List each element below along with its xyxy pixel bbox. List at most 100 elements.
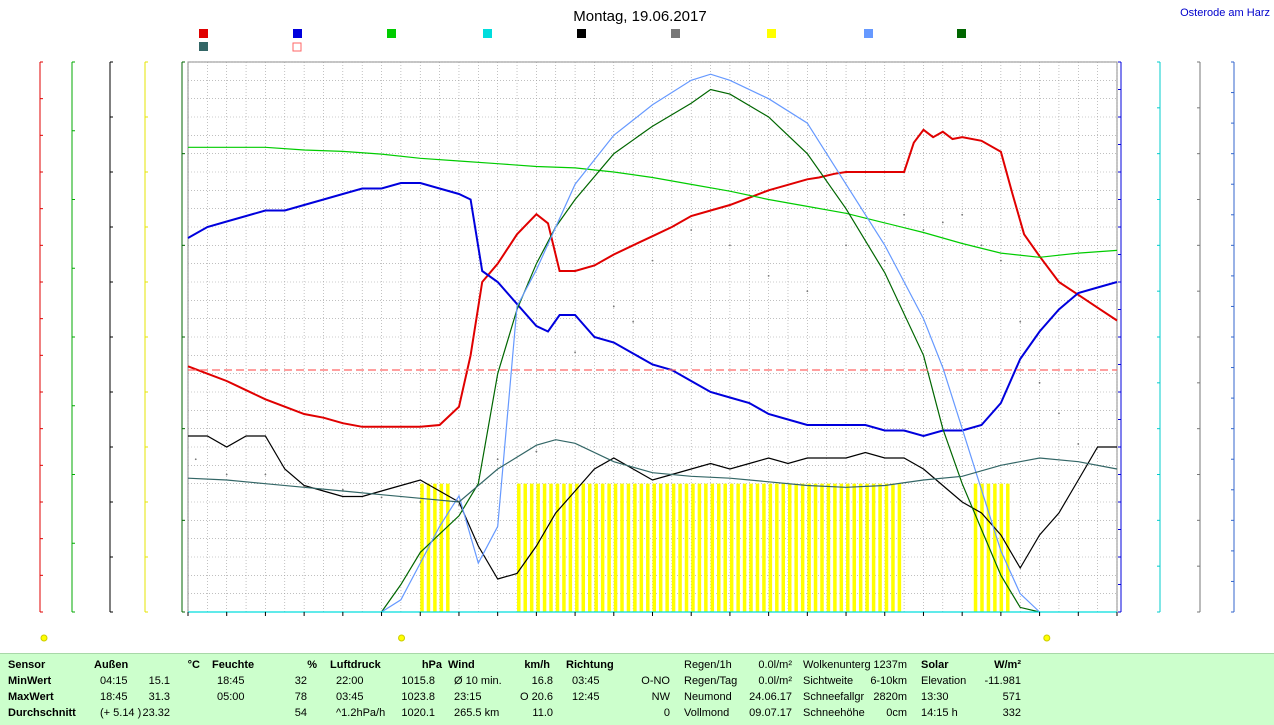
richtung-point	[941, 221, 944, 224]
richtung-point	[883, 259, 886, 262]
sunshine-bar	[536, 483, 540, 612]
sunshine-bar	[562, 483, 566, 612]
table-cell-solar: 13:30	[921, 691, 949, 703]
chart-title: Montag, 19.06.2017	[573, 8, 706, 25]
table-cell-solar: -11.981	[984, 675, 1022, 687]
sunshine-bar	[781, 483, 786, 612]
legend-swatch	[387, 29, 396, 38]
sunshine-bar	[697, 483, 702, 612]
sunshine-bar	[581, 483, 586, 612]
sunshine-bar	[839, 483, 844, 612]
table-cell-regen: 0.0l/m²	[758, 675, 792, 687]
table-cell-regen: 24.06.17	[749, 691, 792, 703]
richtung-point	[535, 450, 538, 453]
sunshine-bar	[742, 483, 747, 612]
sunshine-bar	[787, 483, 792, 612]
sunshine-bar	[768, 483, 773, 612]
legend	[199, 29, 966, 52]
table-cell-richtung: 12:45	[572, 691, 600, 703]
richtung-point	[574, 351, 576, 354]
sunshine-bar	[820, 483, 824, 612]
table-cell-wolken: 6-10km	[870, 675, 907, 687]
sunshine-bar	[891, 483, 895, 612]
table-header: Luftdruck	[330, 659, 381, 671]
table-header: hPa	[421, 659, 442, 671]
table-cell-wolken: 0cm	[886, 707, 907, 719]
richtung-point	[806, 290, 809, 293]
x-axis	[40, 612, 1118, 642]
richtung-point	[225, 473, 228, 476]
axes	[39, 61, 1235, 613]
sunshine-bar	[980, 483, 984, 612]
sunshine-bar	[646, 483, 650, 612]
legend-swatch	[767, 29, 776, 38]
sunshine-bar	[852, 483, 856, 612]
richtung-point	[1058, 412, 1060, 415]
table-row-label: MaxWert	[8, 691, 54, 703]
richtung-point	[194, 458, 197, 461]
sunshine-bar	[710, 483, 715, 612]
table-cell-aussen: 31.3	[148, 691, 170, 703]
table-cell-luftdruck: 03:45	[336, 691, 364, 703]
table-cell-feuchte: 18:45	[217, 675, 245, 687]
legend-swatch	[864, 29, 873, 38]
sun-icon	[398, 634, 406, 642]
table-header: °C	[187, 659, 200, 671]
sunshine-bar	[878, 483, 882, 612]
richtung-point	[767, 274, 770, 277]
sunshine-bar	[594, 483, 598, 612]
sunshine-bar	[542, 483, 547, 612]
richtung-point	[980, 244, 983, 247]
legend-swatch	[671, 29, 680, 38]
sunshine-bar	[800, 483, 805, 612]
table-cell-aussen: (+ 5.14 )	[100, 707, 142, 719]
table-cell-wolken: Schneefallgr	[803, 691, 865, 703]
sunshine-bar	[833, 483, 837, 612]
legend-swatch	[957, 29, 966, 38]
table-cell-feuchte: 54	[294, 707, 307, 719]
sunshine-bar	[529, 483, 534, 612]
table-cell-wind: O 20.6	[519, 691, 553, 703]
table-cell-wolken: Wolkenunterg	[803, 659, 871, 671]
richtung-point	[1038, 381, 1041, 384]
table-cell-wolken: Schneehöhe	[803, 707, 865, 719]
sunshine-bar	[999, 483, 1004, 612]
table-cell-wind: 16.8	[531, 675, 553, 687]
table-header: km/h	[524, 659, 550, 671]
series-line-wind	[188, 435, 1117, 580]
sunshine-bar	[729, 483, 734, 612]
table-cell-solar: Elevation	[921, 675, 967, 687]
sunshine-bar	[858, 483, 863, 612]
sunshine-bar	[717, 483, 721, 612]
table-cell-feuchte: 78	[294, 691, 307, 703]
sunshine-bar	[704, 483, 708, 612]
sunshine-bar	[723, 483, 727, 612]
sunshine-bar	[749, 483, 753, 612]
table-cell-richtung: O-NO	[641, 675, 670, 687]
sunshine-bar	[517, 483, 521, 612]
table-header: W/m²	[994, 659, 1021, 671]
table-header: Richtung	[566, 659, 614, 671]
table-cell-luftdruck: 1020.1	[401, 707, 435, 719]
table-cell-aussen: 04:15	[100, 675, 128, 687]
sunshine-bar	[620, 483, 624, 612]
richtung-point	[380, 496, 383, 499]
table-cell-regen: 0.0l/m²	[758, 659, 792, 671]
sunshine-bar	[446, 483, 450, 612]
table-cell-regen: 09.07.17	[749, 707, 792, 719]
summary-table: Sensor Außen °C Feuchte% Luftdruck hPa Wind km/…	[0, 653, 1274, 725]
sunshine-bar	[652, 483, 656, 612]
table-cell-richtung: NW	[651, 691, 670, 703]
sunshine-bar	[736, 483, 740, 612]
sunshine-bar	[973, 483, 978, 612]
series-line-solar	[381, 88, 1040, 613]
sunshine-bar	[613, 483, 618, 612]
legend-swatch	[293, 29, 302, 38]
sunshine-bar	[639, 483, 644, 612]
sunshine-bar	[420, 483, 424, 612]
richtung-point	[922, 229, 925, 231]
sunshine-bar	[549, 483, 553, 612]
richtung-point	[303, 485, 306, 488]
richtung-point	[458, 504, 460, 506]
sunshine-bar	[678, 483, 682, 612]
